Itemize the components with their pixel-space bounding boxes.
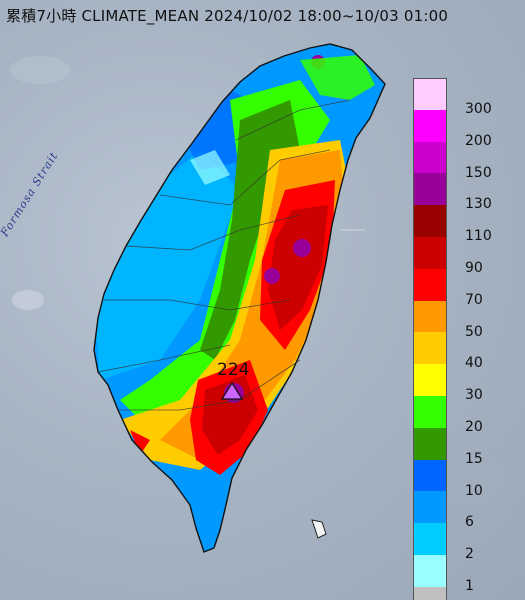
legend-row: 300 [413,78,521,117]
legend-tick-label: 15 [465,450,483,467]
legend-tick-label: 6 [465,514,474,531]
legend-row: 90 [413,236,521,276]
legend-tick-label: 90 [465,259,483,276]
legend-row: 110 [413,205,521,244]
legend-swatch [413,523,447,555]
map-title: 累積7小時 CLIMATE_MEAN 2024/10/02 18:00~10/0… [6,7,449,25]
legend-tick-label: 300 [465,101,492,117]
legend-swatch [413,109,447,142]
legend-row: 2 [413,523,521,562]
legend-swatch [413,459,447,492]
legend-tick-label: 130 [465,196,492,213]
legend-swatch [413,141,447,174]
legend-row: 200 [413,109,521,149]
legend-row: 6 [413,491,521,530]
legend-row: 70 [413,268,521,308]
legend-swatch [413,586,447,600]
legend-tick-label: 70 [465,291,483,308]
legend-swatch [413,427,447,460]
legend-swatch [413,236,447,269]
legend-swatch [413,364,447,396]
legend-tick-label: 1 [465,577,474,594]
legend-row: 40 [413,332,521,371]
legend-row: 10 [413,459,521,499]
legend-tick-label: 40 [465,355,483,372]
legend-tick-label: 2 [465,546,474,563]
legend-row: 20 [413,395,521,435]
legend-swatch [413,205,447,237]
legend-row: 30 [413,364,521,403]
legend-swatch [413,300,447,333]
legend-swatch [413,395,447,428]
legend-row: 50 [413,300,521,340]
legend-tick-label: 200 [465,132,492,149]
legend-row: 15 [413,427,521,467]
legend-swatch [413,491,447,524]
legend-row [413,586,521,600]
legend-row: 130 [413,173,521,212]
color-legend: 300 200 150 130 110 90 70 50 40 30 20 15 10 6 2 1 [413,78,521,600]
legend-swatch [413,268,447,301]
legend-tick-label: 10 [465,482,483,499]
legend-tick-label: 20 [465,418,483,435]
legend-swatch [413,332,447,365]
legend-tick-label: 30 [465,387,483,404]
legend-swatch [413,554,447,587]
legend-tick-label: 110 [465,228,492,245]
legend-swatch [413,78,447,110]
max-triangle-icon [220,381,244,400]
legend-row: 150 [413,141,521,181]
legend-tick-label: 50 [465,323,483,340]
legend-swatch [413,173,447,206]
max-value-label: 224 [217,360,250,380]
legend-row: 1 [413,554,521,594]
legend-tick-label: 150 [465,164,492,181]
